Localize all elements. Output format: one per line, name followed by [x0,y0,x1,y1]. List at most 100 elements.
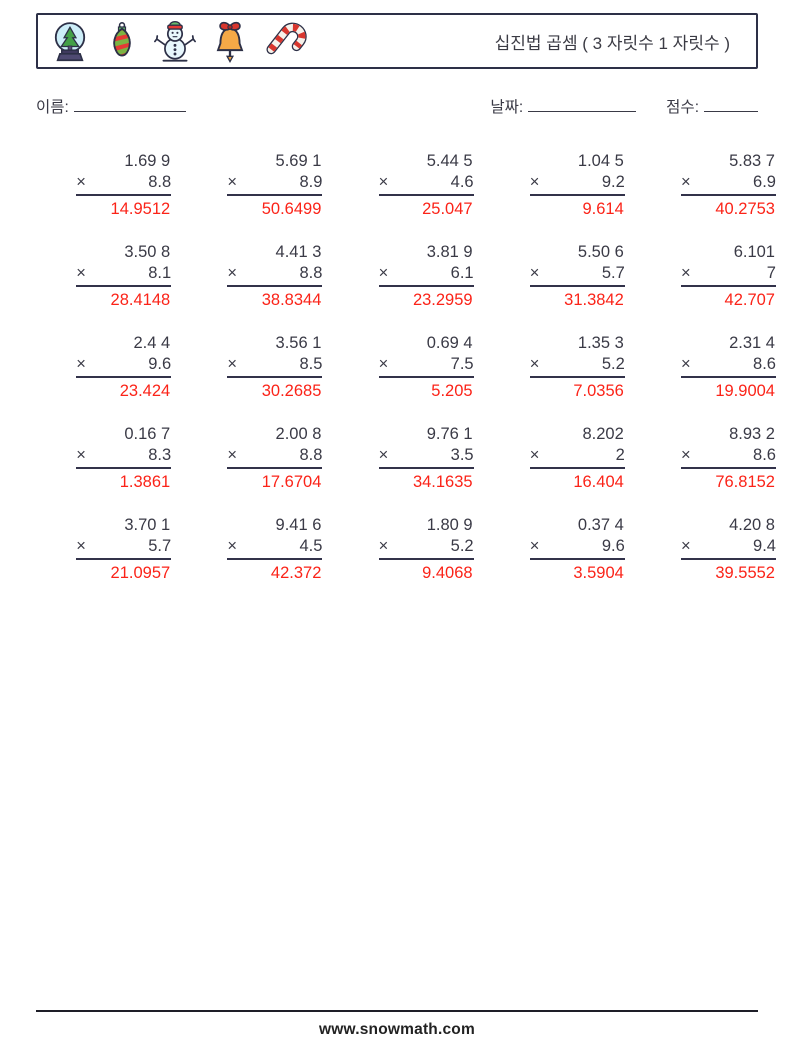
problem-multiplier: 8.6 [753,355,776,373]
problem-cell: 0.69 4 × 7.5 5.205 [378,333,474,402]
multiply-sign: × [378,446,389,464]
problem-cell: 2.00 8 × 8.8 17.6704 [227,424,323,493]
problem-cell: 3.81 9 × 6.1 23.2959 [378,242,474,311]
problem-top-operand: 6.101 [733,243,775,261]
problem-cell: 3.56 1 × 8.5 30.2685 [227,333,323,402]
problem-answer: 39.5552 [715,564,775,582]
problem-answer: 34.1635 [412,473,473,491]
problem-multiplier: 8.9 [299,173,323,191]
problem-multiplier: 6.9 [753,173,776,191]
problem-answer: 17.6704 [261,473,322,491]
fields-row: 이름: 날짜: 점수: [36,95,758,117]
snowman-icon [152,17,198,65]
problems-grid: 1.69 9 × 8.8 14.9512 5.69 1 × 8.9 50.649… [20,151,776,584]
problem-multiplier: 2 [615,446,625,464]
problem-cell: 8.93 2 × 8.6 76.8152 [680,424,776,493]
problem-answer: 30.2685 [261,382,322,400]
problem-answer: 14.9512 [110,200,171,218]
problem-cell: 4.41 3 × 8.8 38.8344 [227,242,323,311]
problem-top-operand: 0.16 7 [124,425,171,443]
score-blank-line [704,98,758,112]
problem-top-operand: 1.80 9 [426,516,473,534]
multiply-sign: × [680,537,691,555]
problem-multiplier: 9.2 [601,173,625,191]
problem-cell: 5.83 7 × 6.9 40.2753 [680,151,776,220]
problem-cell: 0.16 7 × 8.3 1.3861 [76,424,172,493]
problem-answer: 21.0957 [110,564,171,582]
problem-top-operand: 1.04 5 [577,152,624,170]
multiply-sign: × [227,173,238,191]
problem-top-operand: 4.20 8 [729,516,775,534]
problem-multiplier: 4.5 [299,537,323,555]
bell-icon [207,17,253,65]
problem-answer: 28.4148 [110,291,171,309]
problem-multiplier: 8.8 [148,173,172,191]
problem-answer: 1.3861 [119,473,171,491]
problem-multiplier: 8.5 [299,355,323,373]
multiply-sign: × [529,173,540,191]
problem-answer: 9.4068 [422,564,473,582]
multiply-sign: × [76,264,86,282]
multiply-sign: × [529,446,540,464]
problem-top-operand: 9.76 1 [426,425,473,443]
score-field: 점수: [666,95,758,117]
problem-cell: 2.31 4 × 8.6 19.9004 [680,333,776,402]
problem-multiplier: 4.6 [450,173,474,191]
problem-answer: 5.205 [431,382,473,400]
problem-cell: 1.80 9 × 5.2 9.4068 [378,515,474,584]
problem-multiplier: 9.6 [601,537,625,555]
problem-cell: 5.69 1 × 8.9 50.6499 [227,151,323,220]
problem-top-operand: 3.56 1 [275,334,322,352]
problem-multiplier: 8.3 [148,446,172,464]
problem-cell: 3.70 1 × 5.7 21.0957 [76,515,172,584]
snow-globe-icon [48,17,92,65]
worksheet-title: 십진법 곱셈 ( 3 자릿수 1 자릿수 ) [494,33,730,53]
problem-multiplier: 5.7 [148,537,172,555]
problem-answer: 9.614 [582,200,624,218]
problem-top-operand: 8.93 2 [729,425,775,443]
problem-answer: 7.0356 [573,382,624,400]
problem-top-operand: 5.50 6 [577,243,624,261]
problem-answer: 76.8152 [715,473,775,491]
problem-cell: 2.4 4 × 9.6 23.424 [76,333,172,402]
multiply-sign: × [76,537,86,555]
multiply-sign: × [680,173,691,191]
problem-cell: 4.20 8 × 9.4 39.5552 [680,515,776,584]
multiply-sign: × [680,446,691,464]
multiply-sign: × [680,355,691,373]
problem-multiplier: 7.5 [450,355,474,373]
multiply-sign: × [76,446,86,464]
problem-cell: 0.37 4 × 9.6 3.5904 [529,515,625,584]
problem-top-operand: 2.31 4 [729,334,775,352]
name-label: 이름: [36,99,69,116]
problem-answer: 31.3842 [564,291,624,309]
problem-cell: 1.69 9 × 8.8 14.9512 [76,151,172,220]
problem-cell: 5.44 5 × 4.6 25.047 [378,151,474,220]
page-footer: www.snowmath.com [36,1010,758,1039]
problem-multiplier: 5.2 [450,537,474,555]
multiply-sign: × [227,446,238,464]
header-box: 십진법 곱셈 ( 3 자릿수 1 자릿수 ) [36,13,758,69]
multiply-sign: × [76,355,86,373]
problem-cell: 8.202 × 2 16.404 [529,424,625,493]
problem-top-operand: 3.81 9 [426,243,473,261]
multiply-sign: × [76,173,86,191]
problem-cell: 3.50 8 × 8.1 28.4148 [76,242,172,311]
multiply-sign: × [378,264,389,282]
problem-multiplier: 3.5 [450,446,474,464]
multiply-sign: × [378,537,389,555]
problem-answer: 42.372 [270,564,322,582]
multiply-sign: × [378,173,389,191]
problem-multiplier: 8.1 [148,264,172,282]
problem-multiplier: 5.7 [601,264,625,282]
problem-top-operand: 4.41 3 [275,243,322,261]
problem-answer: 38.8344 [261,291,322,309]
problem-multiplier: 8.6 [753,446,776,464]
problem-answer: 23.2959 [412,291,473,309]
problem-top-operand: 5.44 5 [426,152,473,170]
problem-answer: 50.6499 [261,200,322,218]
problem-answer: 3.5904 [573,564,624,582]
date-field: 날짜: [490,95,637,117]
multiply-sign: × [680,264,691,282]
